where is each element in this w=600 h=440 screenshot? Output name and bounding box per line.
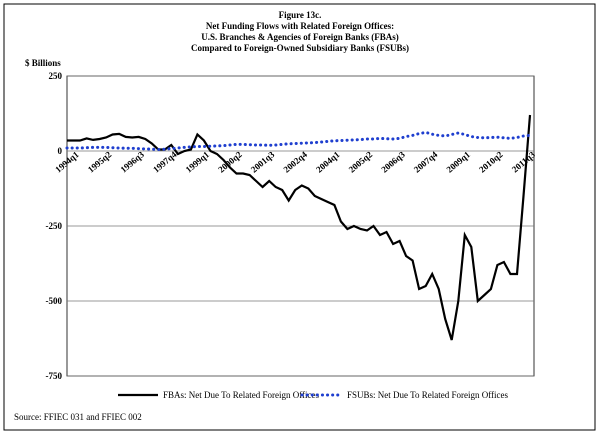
frame	[3, 3, 596, 431]
x-tick-label: 2005q2	[347, 149, 375, 175]
y-axis-label: $ Billions	[25, 58, 61, 68]
source-note: Source: FFIEC 031 and FFIEC 002	[14, 412, 142, 422]
y-tick-label: -250	[46, 221, 63, 231]
x-tick-label: 1999q1	[184, 149, 212, 175]
x-tick-label: 2009q1	[445, 149, 473, 175]
x-tick-label: 2002q4	[281, 149, 309, 175]
x-tick-label: 2001q3	[249, 149, 277, 175]
x-tick-label: 1995q2	[86, 149, 114, 175]
x-tick-label: 1996q3	[118, 149, 146, 175]
y-tick-label: -500	[46, 296, 63, 306]
y-tick-label: 0	[58, 146, 63, 156]
chart-subtitle: Net Funding Flows with Related Foreign O…	[206, 21, 394, 31]
legend-label: FBAs: Net Due To Related Foreign Offices	[163, 390, 320, 400]
chart-subtitle: U.S. Branches & Agencies of Foreign Bank…	[201, 32, 399, 42]
x-tick-label: 1997q4	[151, 149, 179, 175]
series-line	[67, 114, 532, 341]
legend-label: FSUBs: Net Due To Related Foreign Office…	[347, 390, 509, 400]
x-tick-label: 2006q3	[379, 149, 407, 175]
chart-title: Figure 13c.	[279, 10, 322, 20]
y-tick-label: -750	[46, 371, 63, 381]
x-tick-label: 2000q2	[216, 149, 244, 175]
y-tick-label: 250	[49, 71, 63, 81]
x-tick-label: 2011q3	[510, 149, 538, 174]
x-tick-label: 2004q1	[314, 149, 342, 175]
x-tick-label: 2010q2	[477, 149, 505, 175]
series-line	[65, 130, 532, 152]
x-tick-label: 2007q4	[412, 149, 440, 175]
chart-subtitle: Compared to Foreign-Owned Subsidiary Ban…	[191, 43, 409, 53]
